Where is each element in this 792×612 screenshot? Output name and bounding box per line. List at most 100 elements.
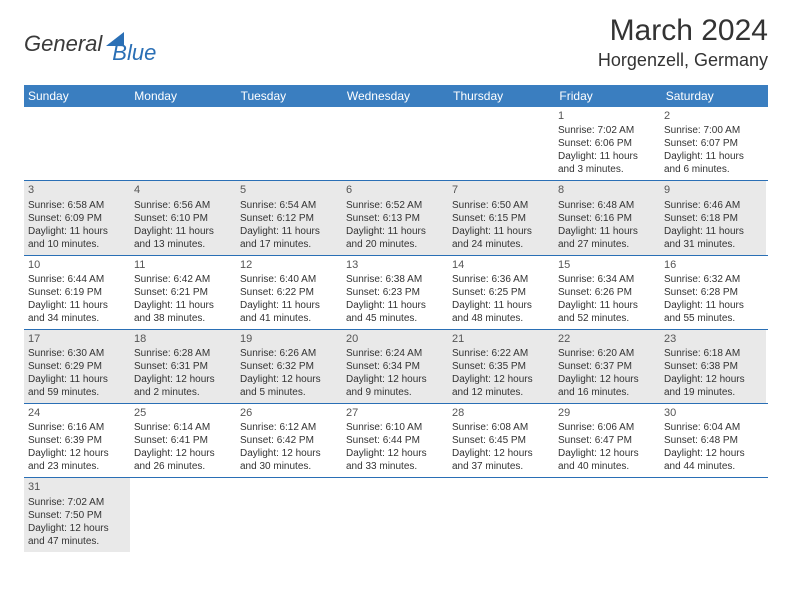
daylight-text: Daylight: 12 hours and 9 minutes. xyxy=(346,373,444,399)
calendar-day-cell: 12Sunrise: 6:40 AMSunset: 6:22 PMDayligh… xyxy=(236,256,342,329)
day-number: 14 xyxy=(452,258,550,272)
day-number: 2 xyxy=(664,109,762,123)
location-label: Horgenzell, Germany xyxy=(598,50,768,71)
daylight-text: Daylight: 12 hours and 5 minutes. xyxy=(240,373,338,399)
calendar-week-row: 1Sunrise: 7:02 AMSunset: 6:06 PMDaylight… xyxy=(24,107,768,181)
calendar-day-cell: 10Sunrise: 6:44 AMSunset: 6:19 PMDayligh… xyxy=(24,256,130,329)
calendar-day-cell: 27Sunrise: 6:10 AMSunset: 6:44 PMDayligh… xyxy=(342,404,448,477)
calendar-day-cell xyxy=(342,478,448,551)
calendar-day-cell: 3Sunrise: 6:58 AMSunset: 6:09 PMDaylight… xyxy=(24,181,130,254)
daylight-text: Daylight: 11 hours and 34 minutes. xyxy=(28,299,126,325)
daylight-text: Daylight: 12 hours and 44 minutes. xyxy=(664,447,762,473)
sunset-text: Sunset: 6:12 PM xyxy=(240,212,338,225)
calendar-day-cell xyxy=(236,107,342,180)
weekday-header: Saturday xyxy=(662,85,768,107)
sunset-text: Sunset: 6:34 PM xyxy=(346,360,444,373)
sunrise-text: Sunrise: 6:56 AM xyxy=(134,199,232,212)
day-number: 3 xyxy=(28,183,126,197)
sunset-text: Sunset: 6:06 PM xyxy=(558,137,656,150)
sunset-text: Sunset: 6:23 PM xyxy=(346,286,444,299)
calendar-day-cell: 30Sunrise: 6:04 AMSunset: 6:48 PMDayligh… xyxy=(660,404,766,477)
calendar-week-row: 17Sunrise: 6:30 AMSunset: 6:29 PMDayligh… xyxy=(24,330,768,404)
calendar-day-cell: 7Sunrise: 6:50 AMSunset: 6:15 PMDaylight… xyxy=(448,181,554,254)
page-header: General Blue March 2024 Horgenzell, Germ… xyxy=(0,0,792,77)
calendar-day-cell: 14Sunrise: 6:36 AMSunset: 6:25 PMDayligh… xyxy=(448,256,554,329)
daylight-text: Daylight: 12 hours and 23 minutes. xyxy=(28,447,126,473)
calendar-day-cell: 15Sunrise: 6:34 AMSunset: 6:26 PMDayligh… xyxy=(554,256,660,329)
day-number: 7 xyxy=(452,183,550,197)
sunset-text: Sunset: 6:07 PM xyxy=(664,137,762,150)
sunrise-text: Sunrise: 6:42 AM xyxy=(134,273,232,286)
daylight-text: Daylight: 11 hours and 48 minutes. xyxy=(452,299,550,325)
daylight-text: Daylight: 12 hours and 2 minutes. xyxy=(134,373,232,399)
calendar-day-cell xyxy=(130,107,236,180)
day-number: 6 xyxy=(346,183,444,197)
daylight-text: Daylight: 12 hours and 47 minutes. xyxy=(28,522,126,548)
calendar-day-cell xyxy=(660,478,766,551)
weekday-header: Thursday xyxy=(449,85,555,107)
weekday-header: Wednesday xyxy=(343,85,449,107)
sunset-text: Sunset: 6:18 PM xyxy=(664,212,762,225)
sunset-text: Sunset: 6:45 PM xyxy=(452,434,550,447)
sunrise-text: Sunrise: 6:50 AM xyxy=(452,199,550,212)
sunrise-text: Sunrise: 6:24 AM xyxy=(346,347,444,360)
day-number: 21 xyxy=(452,332,550,346)
calendar-day-cell: 28Sunrise: 6:08 AMSunset: 6:45 PMDayligh… xyxy=(448,404,554,477)
sunset-text: Sunset: 6:44 PM xyxy=(346,434,444,447)
daylight-text: Daylight: 11 hours and 59 minutes. xyxy=(28,373,126,399)
sunset-text: Sunset: 6:31 PM xyxy=(134,360,232,373)
calendar-day-cell: 17Sunrise: 6:30 AMSunset: 6:29 PMDayligh… xyxy=(24,330,130,403)
sunset-text: Sunset: 6:13 PM xyxy=(346,212,444,225)
day-number: 30 xyxy=(664,406,762,420)
daylight-text: Daylight: 11 hours and 6 minutes. xyxy=(664,150,762,176)
daylight-text: Daylight: 11 hours and 17 minutes. xyxy=(240,225,338,251)
weekday-header: Monday xyxy=(130,85,236,107)
day-number: 5 xyxy=(240,183,338,197)
sunrise-text: Sunrise: 6:20 AM xyxy=(558,347,656,360)
sunset-text: Sunset: 6:22 PM xyxy=(240,286,338,299)
day-number: 28 xyxy=(452,406,550,420)
calendar: SundayMondayTuesdayWednesdayThursdayFrid… xyxy=(24,85,768,552)
day-number: 1 xyxy=(558,109,656,123)
calendar-day-cell: 16Sunrise: 6:32 AMSunset: 6:28 PMDayligh… xyxy=(660,256,766,329)
daylight-text: Daylight: 12 hours and 33 minutes. xyxy=(346,447,444,473)
daylight-text: Daylight: 12 hours and 19 minutes. xyxy=(664,373,762,399)
sunset-text: Sunset: 6:48 PM xyxy=(664,434,762,447)
daylight-text: Daylight: 11 hours and 3 minutes. xyxy=(558,150,656,176)
day-number: 29 xyxy=(558,406,656,420)
calendar-header-row: SundayMondayTuesdayWednesdayThursdayFrid… xyxy=(24,85,768,107)
daylight-text: Daylight: 12 hours and 37 minutes. xyxy=(452,447,550,473)
sunrise-text: Sunrise: 6:46 AM xyxy=(664,199,762,212)
sunset-text: Sunset: 6:32 PM xyxy=(240,360,338,373)
day-number: 31 xyxy=(28,480,126,494)
sunset-text: Sunset: 6:42 PM xyxy=(240,434,338,447)
page-title: March 2024 xyxy=(598,14,768,48)
daylight-text: Daylight: 11 hours and 27 minutes. xyxy=(558,225,656,251)
calendar-day-cell: 5Sunrise: 6:54 AMSunset: 6:12 PMDaylight… xyxy=(236,181,342,254)
sunrise-text: Sunrise: 6:16 AM xyxy=(28,421,126,434)
calendar-day-cell: 4Sunrise: 6:56 AMSunset: 6:10 PMDaylight… xyxy=(130,181,236,254)
calendar-day-cell: 23Sunrise: 6:18 AMSunset: 6:38 PMDayligh… xyxy=(660,330,766,403)
logo-text-1: General xyxy=(24,31,102,57)
daylight-text: Daylight: 11 hours and 10 minutes. xyxy=(28,225,126,251)
day-number: 17 xyxy=(28,332,126,346)
day-number: 25 xyxy=(134,406,232,420)
calendar-day-cell: 20Sunrise: 6:24 AMSunset: 6:34 PMDayligh… xyxy=(342,330,448,403)
day-number: 19 xyxy=(240,332,338,346)
sunrise-text: Sunrise: 6:18 AM xyxy=(664,347,762,360)
calendar-day-cell: 25Sunrise: 6:14 AMSunset: 6:41 PMDayligh… xyxy=(130,404,236,477)
sunrise-text: Sunrise: 6:12 AM xyxy=(240,421,338,434)
sunrise-text: Sunrise: 6:58 AM xyxy=(28,199,126,212)
daylight-text: Daylight: 11 hours and 38 minutes. xyxy=(134,299,232,325)
day-number: 10 xyxy=(28,258,126,272)
sunrise-text: Sunrise: 7:00 AM xyxy=(664,124,762,137)
sunrise-text: Sunrise: 6:36 AM xyxy=(452,273,550,286)
calendar-day-cell xyxy=(448,478,554,551)
calendar-day-cell: 22Sunrise: 6:20 AMSunset: 6:37 PMDayligh… xyxy=(554,330,660,403)
calendar-week-row: 3Sunrise: 6:58 AMSunset: 6:09 PMDaylight… xyxy=(24,181,768,255)
calendar-day-cell: 24Sunrise: 6:16 AMSunset: 6:39 PMDayligh… xyxy=(24,404,130,477)
sunset-text: Sunset: 6:26 PM xyxy=(558,286,656,299)
daylight-text: Daylight: 12 hours and 16 minutes. xyxy=(558,373,656,399)
weekday-header: Tuesday xyxy=(237,85,343,107)
sunset-text: Sunset: 6:35 PM xyxy=(452,360,550,373)
